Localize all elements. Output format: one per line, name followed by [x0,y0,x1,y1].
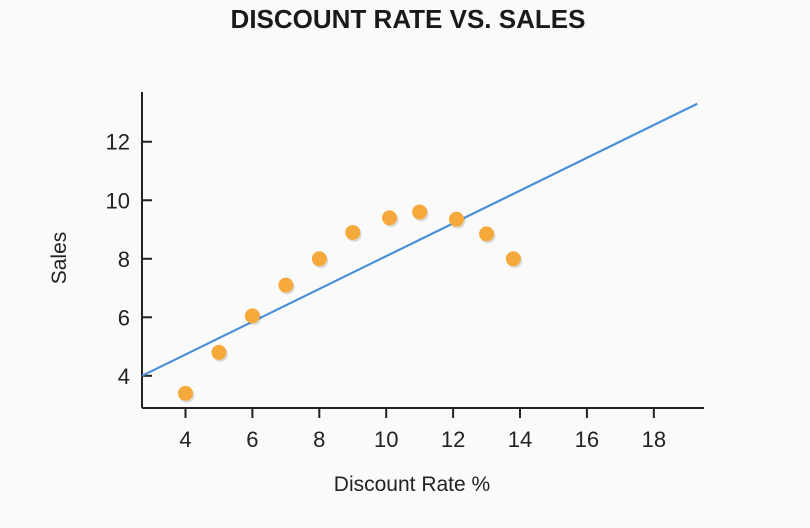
data-point-10 [479,226,495,242]
x-axis-ticks: 4 6 8 10 12 14 16 18 [179,408,666,452]
x-tick-label-12: 12 [441,427,465,452]
data-point-7 [382,210,398,226]
x-tick-label-18: 18 [642,427,666,452]
data-point-8 [412,204,428,220]
x-tick-label-4: 4 [179,427,191,452]
y-tick-label-4: 4 [118,364,130,389]
data-point-2 [211,344,227,360]
x-tick-label-16: 16 [575,427,599,452]
x-tick-label-14: 14 [508,427,532,452]
y-tick-label-12: 12 [106,130,130,155]
data-points [177,204,523,403]
x-tick-label-10: 10 [374,427,398,452]
data-point-3 [244,308,260,324]
y-tick-label-6: 6 [118,305,130,330]
data-point-6 [345,224,361,240]
data-point-11 [505,251,521,267]
data-point-4 [278,277,294,293]
data-point-1 [177,385,193,401]
data-point-5 [311,251,327,267]
data-point-9 [448,211,464,227]
y-tick-label-8: 8 [118,247,130,272]
y-tick-label-10: 10 [106,188,130,213]
x-tick-label-8: 8 [313,427,325,452]
plot-area: 4 6 8 10 12 14 16 18 4 6 8 10 12 [106,92,704,452]
chart-title: DISCOUNT RATE VS. SALES [231,4,586,34]
x-tick-label-6: 6 [246,427,258,452]
trendline-layer [141,102,698,377]
trendline [141,102,698,377]
y-axis-ticks: 4 6 8 10 12 [106,130,152,389]
x-axis-label: Discount Rate % [334,473,490,496]
y-axis-label: Sales [48,232,71,285]
